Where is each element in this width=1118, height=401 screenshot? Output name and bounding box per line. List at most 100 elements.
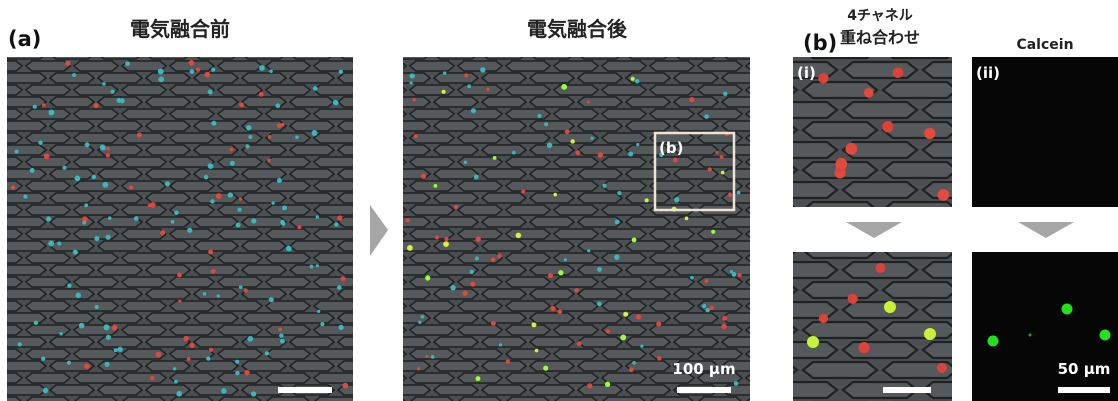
cell [414, 134, 418, 138]
cell [281, 123, 284, 126]
cell [265, 351, 269, 355]
scale-label: 50 µm [1058, 360, 1111, 378]
cell [685, 217, 689, 221]
scale-bar [677, 387, 731, 393]
cell [407, 245, 413, 251]
cell [171, 220, 175, 224]
cell [1062, 304, 1073, 315]
cell [728, 192, 732, 196]
cell [709, 306, 713, 310]
cell [689, 97, 694, 102]
cell [210, 199, 214, 203]
cell [100, 144, 106, 150]
micrograph [793, 252, 952, 401]
cell [217, 294, 220, 297]
cell [570, 139, 574, 143]
cell [645, 198, 649, 202]
cell [467, 84, 471, 88]
cell [342, 383, 348, 389]
cell [734, 381, 739, 386]
cell [721, 324, 726, 329]
cell [544, 122, 548, 126]
arrow [846, 222, 902, 238]
cell [104, 324, 110, 330]
cell [656, 321, 661, 326]
cell [239, 198, 242, 201]
cell [337, 285, 342, 290]
cell [84, 203, 88, 207]
cell [108, 216, 112, 220]
cell [229, 148, 233, 152]
cell [76, 293, 81, 298]
cell [174, 210, 179, 215]
cell [418, 321, 421, 324]
cell [721, 171, 725, 175]
panel-label: (b) [803, 31, 837, 55]
cell [177, 273, 182, 278]
cell [148, 204, 151, 207]
cell [623, 312, 628, 317]
cell [597, 301, 602, 306]
cell [244, 370, 249, 375]
cell [48, 241, 54, 247]
cell [110, 90, 114, 94]
cell [531, 322, 536, 327]
arrow [370, 205, 388, 256]
cell [204, 175, 208, 179]
cell [491, 257, 496, 262]
cell [11, 185, 15, 189]
cell [474, 175, 479, 180]
cell [91, 175, 96, 180]
cell [597, 267, 602, 272]
cell [312, 130, 318, 136]
cell [406, 218, 410, 222]
cell [112, 325, 118, 331]
cell [228, 192, 233, 197]
cell [605, 382, 610, 387]
cell [636, 314, 641, 319]
cell [818, 73, 828, 83]
cell [475, 256, 479, 260]
cell [67, 361, 71, 365]
cell [208, 163, 214, 169]
cell [629, 367, 634, 372]
cell [295, 135, 299, 139]
cell [516, 233, 522, 239]
cell [470, 270, 474, 274]
panel-title: Calcein [1016, 37, 1073, 53]
cell [280, 339, 285, 344]
cell [723, 92, 727, 96]
cell [464, 161, 467, 164]
cell [339, 70, 343, 74]
cell [454, 205, 458, 209]
cell [34, 321, 38, 325]
cell [574, 288, 578, 292]
cell [114, 348, 118, 352]
cell [602, 184, 606, 188]
cell [464, 73, 468, 77]
cell [443, 71, 447, 75]
cell [425, 275, 430, 280]
cell [129, 186, 133, 190]
cell [268, 135, 272, 139]
cell [235, 360, 239, 364]
cell [152, 203, 155, 206]
cell [118, 347, 123, 352]
cell [18, 342, 22, 346]
cell [535, 349, 539, 353]
cell [620, 335, 626, 341]
cell [550, 306, 555, 311]
cell [269, 297, 274, 302]
cell [310, 265, 314, 269]
cell [598, 152, 603, 157]
cell [317, 310, 320, 313]
cell [84, 364, 89, 369]
cell [230, 161, 235, 166]
cell [491, 321, 496, 326]
cell [156, 352, 161, 357]
cell [673, 158, 678, 163]
cell [471, 108, 476, 113]
cell [635, 79, 640, 84]
cell [277, 178, 282, 183]
cell [259, 65, 265, 71]
